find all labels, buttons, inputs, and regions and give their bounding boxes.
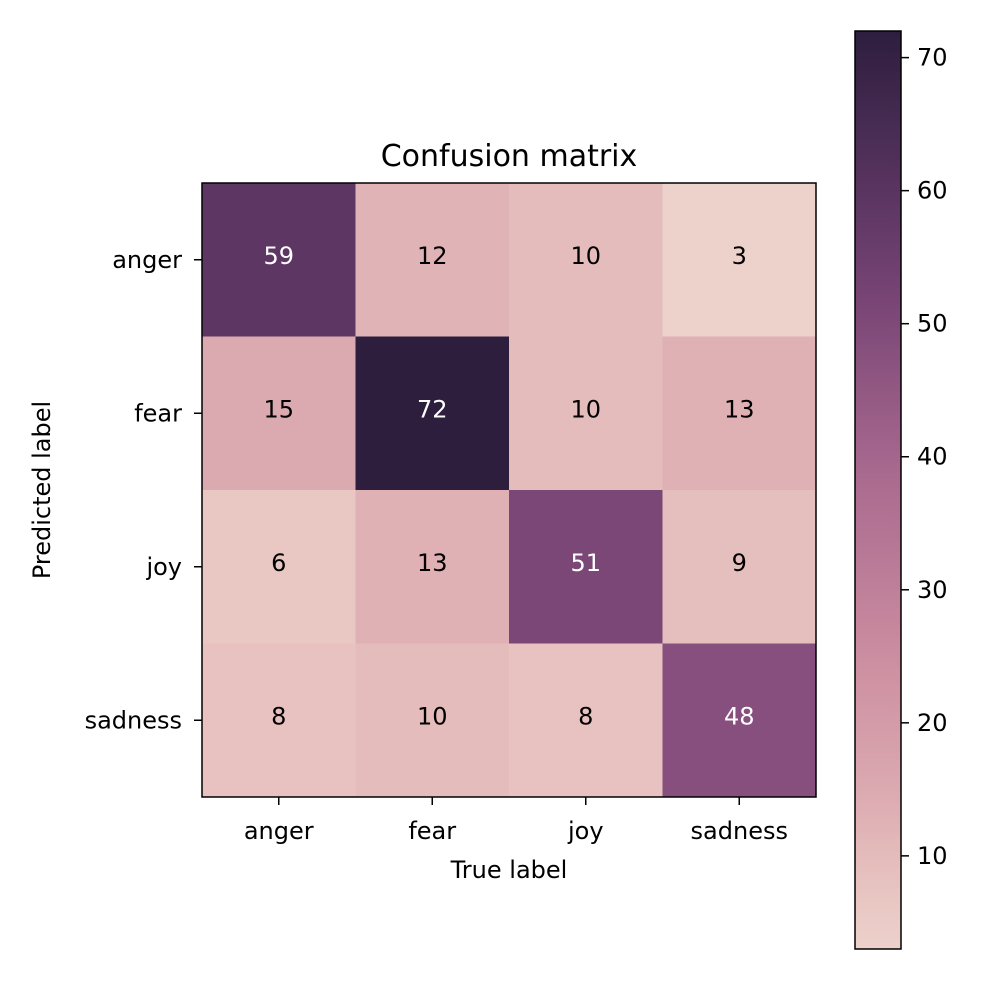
y-axis-label: Predicted label (28, 401, 56, 579)
cell-value-label: 51 (570, 549, 601, 577)
x-tick-label: sadness (691, 817, 788, 845)
heatmap-cell (355, 336, 510, 491)
cell-value-label: 10 (417, 702, 448, 730)
heatmap-cell (662, 643, 817, 798)
x-axis-label: True label (450, 856, 568, 884)
heatmap-cell (202, 336, 356, 491)
y-axis-ticks: anger fear joy sadness (85, 246, 202, 734)
colorbar-tick-label: 60 (917, 177, 948, 205)
cell-value-label: 10 (570, 242, 601, 270)
cell-value-label: 13 (417, 549, 448, 577)
heatmap-cells: 59 12 10 3 15 72 10 13 6 13 51 9 8 10 8 48 (202, 183, 817, 798)
y-tick-label: joy (145, 553, 182, 581)
colorbar (854, 30, 902, 950)
colorbar-tick-label: 30 (917, 576, 948, 604)
cell-value-label: 48 (724, 702, 755, 730)
heatmap-cell (355, 643, 510, 798)
heatmap-cell (509, 336, 663, 491)
colorbar-ticks: 10 20 30 40 50 60 70 (901, 44, 948, 870)
heatmap-cell (509, 643, 663, 798)
colorbar-tick-label: 10 (917, 842, 948, 870)
cell-value-label: 9 (732, 549, 747, 577)
cell-value-label: 3 (732, 242, 747, 270)
colorbar-tick-label: 70 (917, 44, 948, 72)
heatmap-cell (355, 183, 510, 337)
y-tick-label: anger (112, 246, 182, 274)
x-tick-label: fear (408, 817, 456, 845)
cell-value-label: 8 (271, 702, 286, 730)
heatmap-cell (509, 490, 663, 644)
colorbar-tick-label: 50 (917, 310, 948, 338)
heatmap-cell (202, 490, 356, 644)
heatmap-cell (202, 183, 356, 337)
chart-title: Confusion matrix (381, 139, 638, 174)
cell-value-label: 10 (570, 395, 601, 423)
y-tick-label: fear (134, 399, 182, 427)
x-tick-label: anger (244, 817, 314, 845)
plot-frame (201, 182, 817, 798)
heatmap-cell (202, 643, 356, 798)
cell-value-label: 72 (417, 395, 448, 423)
cell-value-label: 6 (271, 549, 286, 577)
heatmap-cell (355, 490, 510, 644)
cell-value-label: 59 (263, 242, 294, 270)
colorbar-tick-label: 40 (917, 443, 948, 471)
heatmap-cell (662, 183, 817, 337)
y-tick-label: sadness (85, 706, 182, 734)
heatmap-cell (662, 490, 817, 644)
cell-value-label: 8 (578, 702, 593, 730)
heatmap-cell (662, 336, 817, 491)
cell-value-label: 15 (263, 395, 294, 423)
cell-value-label: 12 (417, 242, 448, 270)
heatmap-cell (509, 183, 663, 337)
x-axis-ticks: anger fear joy sadness (244, 797, 788, 845)
colorbar-tick-label: 20 (917, 709, 948, 737)
cell-value-label: 13 (724, 395, 755, 423)
x-tick-label: joy (567, 817, 604, 845)
